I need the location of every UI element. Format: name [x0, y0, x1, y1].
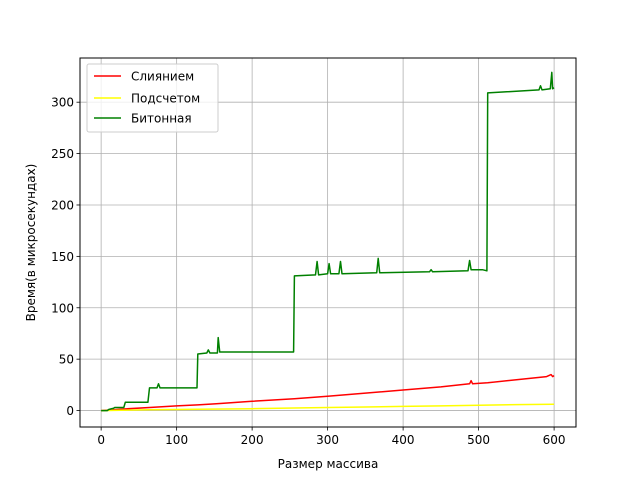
y-tick-label: 150	[51, 250, 74, 264]
y-tick-label: 50	[59, 353, 74, 367]
y-axis-label: Время(в микросекундах)	[24, 164, 38, 322]
x-tick-label: 100	[165, 433, 188, 447]
x-tick-label: 200	[241, 433, 264, 447]
x-tick-label: 0	[97, 433, 105, 447]
legend: Слиянием Подсчетом Битонная	[86, 63, 219, 133]
grid	[80, 58, 576, 427]
x-tick-label: 400	[392, 433, 415, 447]
y-tick-label: 200	[51, 198, 74, 212]
series-line-bitonic	[101, 71, 555, 412]
axis-ticks: 0 100 200 300 400 500 600 0 50 100 150 200 250 300	[51, 96, 565, 447]
series-group	[101, 71, 555, 412]
legend-label-merge: Слиянием	[131, 70, 194, 84]
y-tick-label: 0	[66, 404, 74, 418]
legend-label-counting: Подсчетом	[131, 92, 200, 106]
series-line-merge	[101, 373, 555, 412]
x-tick-label: 300	[316, 433, 339, 447]
y-tick-label: 250	[51, 147, 74, 161]
x-tick-label: 600	[543, 433, 566, 447]
x-tick-label: 500	[467, 433, 490, 447]
legend-box	[86, 63, 219, 133]
series-line-counting	[101, 403, 555, 412]
y-tick-label: 300	[51, 96, 74, 110]
legend-label-bitonic: Битонная	[131, 112, 192, 126]
y-tick-label: 100	[51, 301, 74, 315]
x-axis-label: Размер массива	[278, 457, 379, 471]
